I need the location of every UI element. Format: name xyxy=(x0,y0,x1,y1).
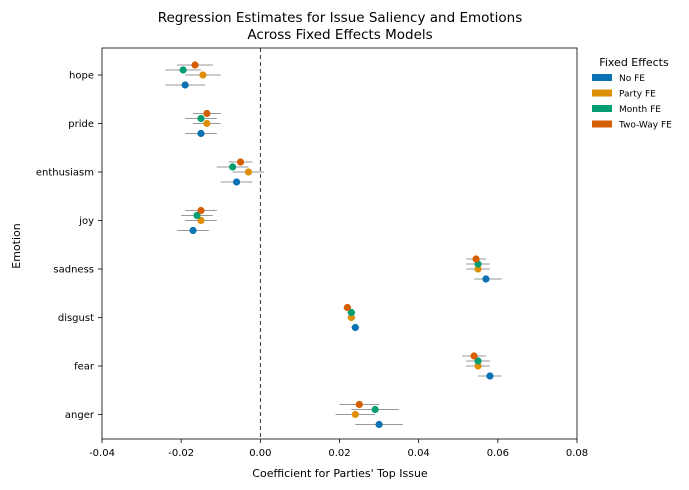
point-anger xyxy=(355,400,363,409)
point-pride xyxy=(203,119,211,128)
y-tick-label-pride: pride xyxy=(68,119,94,130)
point-disgust xyxy=(343,303,352,312)
point-anger xyxy=(371,405,379,414)
plot-area: -0.04 -0.02 0.00 0.02 0.04 0.06 0.08 hope pride e… xyxy=(36,47,588,459)
point-hope xyxy=(181,81,189,89)
point-enthusiasm xyxy=(236,158,245,166)
point-pride xyxy=(203,109,211,118)
point-pride xyxy=(197,129,205,138)
legend: Fixed Effects No FE Party FE Month FE Two-W… xyxy=(592,56,672,131)
point-pride xyxy=(197,114,205,123)
point-enthusiasm xyxy=(229,163,237,171)
legend-label: Two-Way FE xyxy=(618,121,672,131)
point-hope xyxy=(191,61,199,69)
point-fear xyxy=(470,352,478,360)
point-hope xyxy=(199,71,207,79)
legend-swatch xyxy=(592,120,612,128)
point-joy xyxy=(193,211,201,220)
point-disgust xyxy=(351,323,359,332)
chart-subtitle: Across Fixed Effects Models xyxy=(247,27,432,43)
point-disgust xyxy=(347,313,355,322)
legend-swatch xyxy=(592,89,612,97)
point-enthusiasm xyxy=(244,168,253,176)
legend-swatch xyxy=(592,74,612,81)
y-tick-label-hope: hope xyxy=(69,71,94,82)
point-anger xyxy=(375,420,383,429)
point-sadness xyxy=(474,265,482,273)
point-fear xyxy=(486,372,494,380)
point-joy xyxy=(189,226,197,235)
y-tick-label-anger: anger xyxy=(65,410,95,421)
point-joy xyxy=(197,206,205,215)
point-joy xyxy=(197,216,205,225)
point-anger xyxy=(351,410,359,419)
point-fear xyxy=(474,357,482,365)
y-tick-label-fear: fear xyxy=(74,362,95,373)
legend-label: Month FE xyxy=(619,105,661,115)
chart-title: Regression Estimates for Issue Saliency … xyxy=(158,10,523,26)
point-enthusiasm xyxy=(232,178,241,186)
plot-frame xyxy=(101,47,578,440)
legend-label: No FE xyxy=(619,74,645,84)
point-sadness xyxy=(472,255,480,263)
y-tick-label-disgust: disgust xyxy=(58,313,94,324)
x-tick-label: 0.00 xyxy=(249,448,271,459)
y-tick-label-joy: joy xyxy=(78,216,94,227)
point-fear xyxy=(474,362,482,370)
y-tick-label-sadness: sadness xyxy=(53,265,94,276)
x-tick-label: 0.06 xyxy=(487,448,509,459)
x-tick-label: 0.08 xyxy=(566,448,588,459)
legend-title: Fixed Effects xyxy=(599,56,669,69)
legend-swatch xyxy=(592,105,612,112)
x-axis-label: Coefficient for Parties' Top Issue xyxy=(252,467,428,480)
x-tick-label: -0.04 xyxy=(89,448,115,459)
y-tick-label-enthusiasm: enthusiasm xyxy=(36,168,94,179)
legend-label: Party FE xyxy=(619,90,656,100)
y-axis-label: Emotion xyxy=(10,223,23,268)
x-tick-label: -0.02 xyxy=(168,448,194,459)
x-tick-label: 0.02 xyxy=(328,448,350,459)
point-disgust xyxy=(347,308,355,317)
point-hope xyxy=(179,66,187,74)
point-sadness xyxy=(482,275,490,283)
x-tick-label: 0.04 xyxy=(408,448,430,459)
